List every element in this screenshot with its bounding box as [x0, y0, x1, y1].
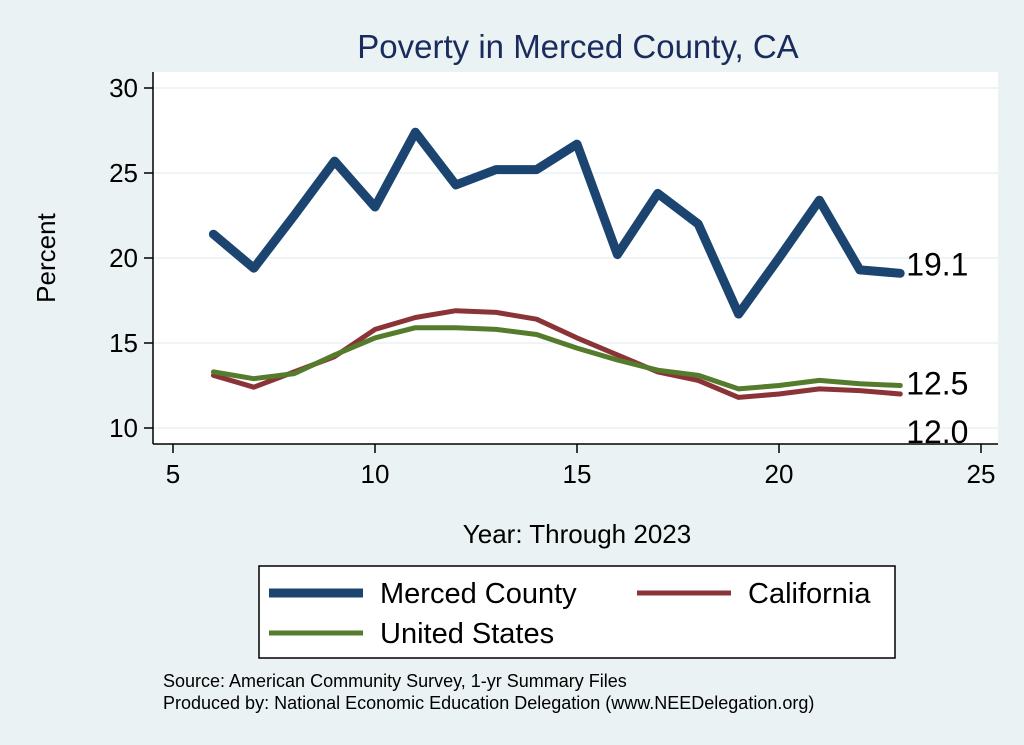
- end-label-united-states: 12.5: [906, 366, 968, 402]
- legend-label-california: California: [748, 578, 871, 610]
- y-axis-label: Percent: [31, 212, 61, 302]
- series-lines: [208, 127, 905, 400]
- x-axis-label: Year: Through 2023: [463, 519, 691, 549]
- end-label-merced-county: 19.1: [906, 246, 968, 282]
- y-tick-label: 15: [109, 328, 138, 358]
- series-line-united-states: [210, 325, 903, 392]
- x-tick-label: 25: [967, 459, 996, 489]
- chart-title: Poverty in Merced County, CA: [357, 28, 798, 65]
- series-end-point: [897, 391, 903, 397]
- legend-box: [258, 565, 896, 659]
- x-tick-label: 20: [765, 459, 794, 489]
- legend-label-merced-county: Merced County: [380, 578, 577, 610]
- plot-area: 19.112.012.5: [153, 72, 998, 450]
- x-tick-label: 15: [563, 459, 592, 489]
- produced-note: Produced by: National Economic Education…: [163, 693, 814, 713]
- series-line-merced-county: [208, 127, 905, 319]
- x-tick-label: 5: [166, 459, 180, 489]
- y-axis: 10 15 20 25 30: [109, 72, 154, 444]
- y-tick-label: 20: [109, 243, 138, 273]
- x-axis: 5 10 15 20 25: [153, 443, 998, 489]
- legend-label-united-states: United States: [380, 618, 554, 650]
- legend: Merced County California United States: [258, 565, 896, 659]
- y-tick-label: 25: [109, 158, 138, 188]
- y-tick-label: 10: [109, 413, 138, 443]
- x-tick-label: 10: [361, 459, 390, 489]
- source-note: Source: American Community Survey, 1-yr …: [163, 671, 627, 691]
- y-tick-label: 30: [109, 73, 138, 103]
- series-end-point: [897, 383, 903, 388]
- series-end-point: [897, 270, 903, 276]
